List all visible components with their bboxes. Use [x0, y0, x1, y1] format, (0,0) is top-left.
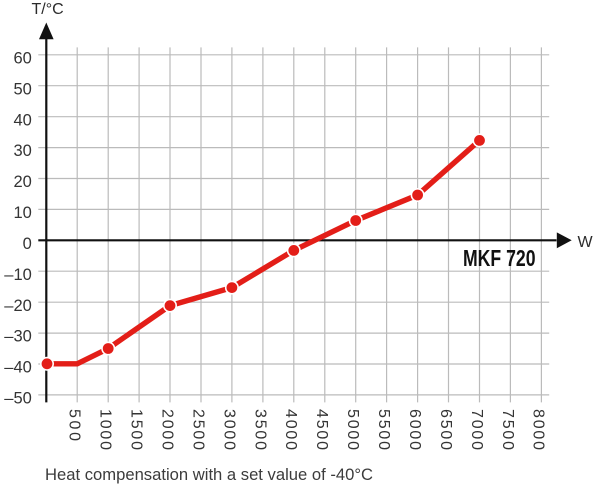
svg-text:5500: 5500	[375, 409, 392, 450]
svg-text:3500: 3500	[251, 409, 268, 450]
svg-text:8000: 8000	[530, 409, 547, 450]
svg-text:6500: 6500	[437, 409, 454, 450]
svg-text:40: 40	[13, 111, 31, 129]
svg-text:30: 30	[13, 142, 31, 160]
svg-text:10: 10	[13, 204, 31, 222]
svg-text:1500: 1500	[128, 409, 145, 450]
svg-text:–50: –50	[4, 390, 32, 408]
svg-text:60: 60	[13, 49, 31, 67]
svg-text:–40: –40	[4, 359, 32, 377]
svg-text:20: 20	[13, 173, 31, 191]
svg-text:6000: 6000	[406, 409, 423, 450]
svg-text:7500: 7500	[499, 409, 516, 450]
svg-text:W: W	[578, 234, 594, 251]
svg-text:4000: 4000	[282, 409, 299, 450]
svg-text:4500: 4500	[313, 409, 330, 450]
svg-text:Heat compensation with a set v: Heat compensation with a set value of -4…	[45, 466, 373, 484]
svg-text:2500: 2500	[189, 409, 206, 450]
svg-text:7000: 7000	[468, 409, 485, 450]
svg-text:–30: –30	[4, 328, 32, 346]
svg-text:500: 500	[66, 409, 83, 441]
svg-text:5000: 5000	[344, 409, 361, 450]
svg-text:3000: 3000	[220, 409, 237, 450]
svg-text:T/°C: T/°C	[32, 1, 64, 18]
svg-text:2000: 2000	[159, 409, 176, 450]
svg-text:–10: –10	[4, 266, 32, 284]
svg-text:0: 0	[23, 235, 32, 253]
svg-text:50: 50	[13, 80, 31, 98]
svg-text:1000: 1000	[97, 409, 114, 450]
svg-text:MKF 720: MKF 720	[463, 245, 536, 271]
svg-text:–20: –20	[4, 297, 32, 315]
